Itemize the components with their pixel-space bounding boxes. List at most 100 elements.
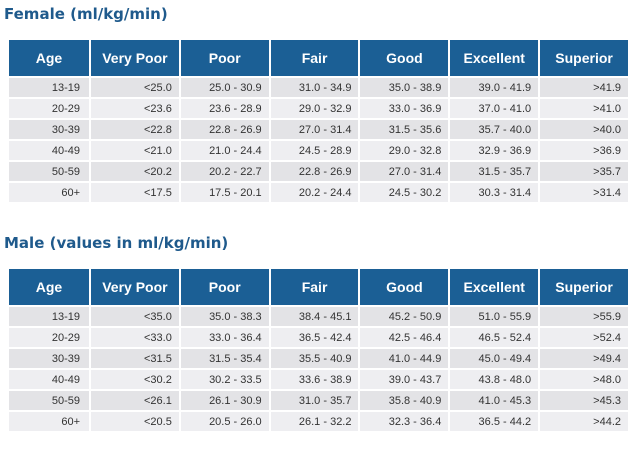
column-header-fair: Fair <box>270 40 359 76</box>
age-cell: 40-49 <box>9 141 89 160</box>
superior-cell: >44.2 <box>540 412 628 431</box>
excellent-cell: 39.0 - 41.9 <box>450 78 539 97</box>
column-header-poor: Poor <box>180 40 269 76</box>
good-cell: 27.0 - 31.4 <box>360 162 449 181</box>
fair-cell: 31.0 - 35.7 <box>270 391 359 410</box>
age-cell: 50-59 <box>9 162 89 181</box>
very-poor-cell: <20.5 <box>91 412 179 431</box>
poor-cell: 17.5 - 20.1 <box>180 183 269 202</box>
good-cell: 33.0 - 36.9 <box>360 99 449 118</box>
column-header-very-poor: Very Poor <box>91 269 179 305</box>
very-poor-cell: <20.2 <box>91 162 179 181</box>
table-row: 20-29 <33.0 33.0 - 36.4 36.5 - 42.4 42.5… <box>9 328 628 347</box>
good-cell: 42.5 - 46.4 <box>360 328 449 347</box>
superior-cell: >40.0 <box>540 120 628 139</box>
superior-cell: >41.9 <box>540 78 628 97</box>
poor-cell: 30.2 - 33.5 <box>180 370 269 389</box>
superior-cell: >36.9 <box>540 141 628 160</box>
table-row: 60+ <20.5 20.5 - 26.0 26.1 - 32.2 32.3 -… <box>9 412 628 431</box>
good-cell: 32.3 - 36.4 <box>360 412 449 431</box>
good-cell: 29.0 - 32.8 <box>360 141 449 160</box>
superior-cell: >45.3 <box>540 391 628 410</box>
very-poor-cell: <17.5 <box>91 183 179 202</box>
excellent-cell: 46.5 - 52.4 <box>450 328 539 347</box>
table-row: 13-19 <35.0 35.0 - 38.3 38.4 - 45.1 45.2… <box>9 307 628 326</box>
age-cell: 60+ <box>9 183 89 202</box>
very-poor-cell: <33.0 <box>91 328 179 347</box>
very-poor-cell: <31.5 <box>91 349 179 368</box>
column-header-fair: Fair <box>270 269 359 305</box>
excellent-cell: 37.0 - 41.0 <box>450 99 539 118</box>
table-row: 30-39 <31.5 31.5 - 35.4 35.5 - 40.9 41.0… <box>9 349 628 368</box>
good-cell: 24.5 - 30.2 <box>360 183 449 202</box>
column-header-good: Good <box>360 269 449 305</box>
superior-cell: >52.4 <box>540 328 628 347</box>
excellent-cell: 31.5 - 35.7 <box>450 162 539 181</box>
column-header-superior: Superior <box>540 40 628 76</box>
good-cell: 39.0 - 43.7 <box>360 370 449 389</box>
table-row: 50-59 <20.2 20.2 - 22.7 22.8 - 26.9 27.0… <box>9 162 628 181</box>
fair-cell: 26.1 - 32.2 <box>270 412 359 431</box>
excellent-cell: 41.0 - 45.3 <box>450 391 539 410</box>
fair-cell: 29.0 - 32.9 <box>270 99 359 118</box>
male-section-title: Male (values in ml/kg/min) <box>4 234 229 252</box>
excellent-cell: 36.5 - 44.2 <box>450 412 539 431</box>
table-header-row: Age Very Poor Poor Fair Good Excellent S… <box>9 40 628 76</box>
fair-cell: 35.5 - 40.9 <box>270 349 359 368</box>
poor-cell: 20.5 - 26.0 <box>180 412 269 431</box>
fair-cell: 36.5 - 42.4 <box>270 328 359 347</box>
poor-cell: 33.0 - 36.4 <box>180 328 269 347</box>
age-cell: 20-29 <box>9 99 89 118</box>
fair-cell: 27.0 - 31.4 <box>270 120 359 139</box>
table-row: 30-39 <22.8 22.8 - 26.9 27.0 - 31.4 31.5… <box>9 120 628 139</box>
poor-cell: 31.5 - 35.4 <box>180 349 269 368</box>
excellent-cell: 45.0 - 49.4 <box>450 349 539 368</box>
age-cell: 13-19 <box>9 307 89 326</box>
table-row: 13-19 <25.0 25.0 - 30.9 31.0 - 34.9 35.0… <box>9 78 628 97</box>
column-header-very-poor: Very Poor <box>91 40 179 76</box>
excellent-cell: 51.0 - 55.9 <box>450 307 539 326</box>
female-vo2-table: Age Very Poor Poor Fair Good Excellent S… <box>7 38 630 204</box>
good-cell: 35.8 - 40.9 <box>360 391 449 410</box>
good-cell: 35.0 - 38.9 <box>360 78 449 97</box>
poor-cell: 22.8 - 26.9 <box>180 120 269 139</box>
age-cell: 60+ <box>9 412 89 431</box>
very-poor-cell: <25.0 <box>91 78 179 97</box>
very-poor-cell: <30.2 <box>91 370 179 389</box>
very-poor-cell: <23.6 <box>91 99 179 118</box>
table-row: 60+ <17.5 17.5 - 20.1 20.2 - 24.4 24.5 -… <box>9 183 628 202</box>
excellent-cell: 43.8 - 48.0 <box>450 370 539 389</box>
age-cell: 30-39 <box>9 120 89 139</box>
good-cell: 41.0 - 44.9 <box>360 349 449 368</box>
very-poor-cell: <26.1 <box>91 391 179 410</box>
poor-cell: 35.0 - 38.3 <box>180 307 269 326</box>
age-cell: 30-39 <box>9 349 89 368</box>
poor-cell: 25.0 - 30.9 <box>180 78 269 97</box>
very-poor-cell: <21.0 <box>91 141 179 160</box>
female-section-title: Female (ml/kg/min) <box>4 5 168 23</box>
superior-cell: >35.7 <box>540 162 628 181</box>
superior-cell: >49.4 <box>540 349 628 368</box>
table-header-row: Age Very Poor Poor Fair Good Excellent S… <box>9 269 628 305</box>
superior-cell: >31.4 <box>540 183 628 202</box>
column-header-good: Good <box>360 40 449 76</box>
very-poor-cell: <35.0 <box>91 307 179 326</box>
column-header-poor: Poor <box>180 269 269 305</box>
superior-cell: >48.0 <box>540 370 628 389</box>
table-row: 20-29 <23.6 23.6 - 28.9 29.0 - 32.9 33.0… <box>9 99 628 118</box>
table-row: 40-49 <30.2 30.2 - 33.5 33.6 - 38.9 39.0… <box>9 370 628 389</box>
poor-cell: 21.0 - 24.4 <box>180 141 269 160</box>
excellent-cell: 32.9 - 36.9 <box>450 141 539 160</box>
very-poor-cell: <22.8 <box>91 120 179 139</box>
good-cell: 31.5 - 35.6 <box>360 120 449 139</box>
column-header-age: Age <box>9 40 89 76</box>
table-row: 40-49 <21.0 21.0 - 24.4 24.5 - 28.9 29.0… <box>9 141 628 160</box>
table-row: 50-59 <26.1 26.1 - 30.9 31.0 - 35.7 35.8… <box>9 391 628 410</box>
age-cell: 40-49 <box>9 370 89 389</box>
age-cell: 50-59 <box>9 391 89 410</box>
poor-cell: 23.6 - 28.9 <box>180 99 269 118</box>
poor-cell: 26.1 - 30.9 <box>180 391 269 410</box>
poor-cell: 20.2 - 22.7 <box>180 162 269 181</box>
age-cell: 20-29 <box>9 328 89 347</box>
good-cell: 45.2 - 50.9 <box>360 307 449 326</box>
